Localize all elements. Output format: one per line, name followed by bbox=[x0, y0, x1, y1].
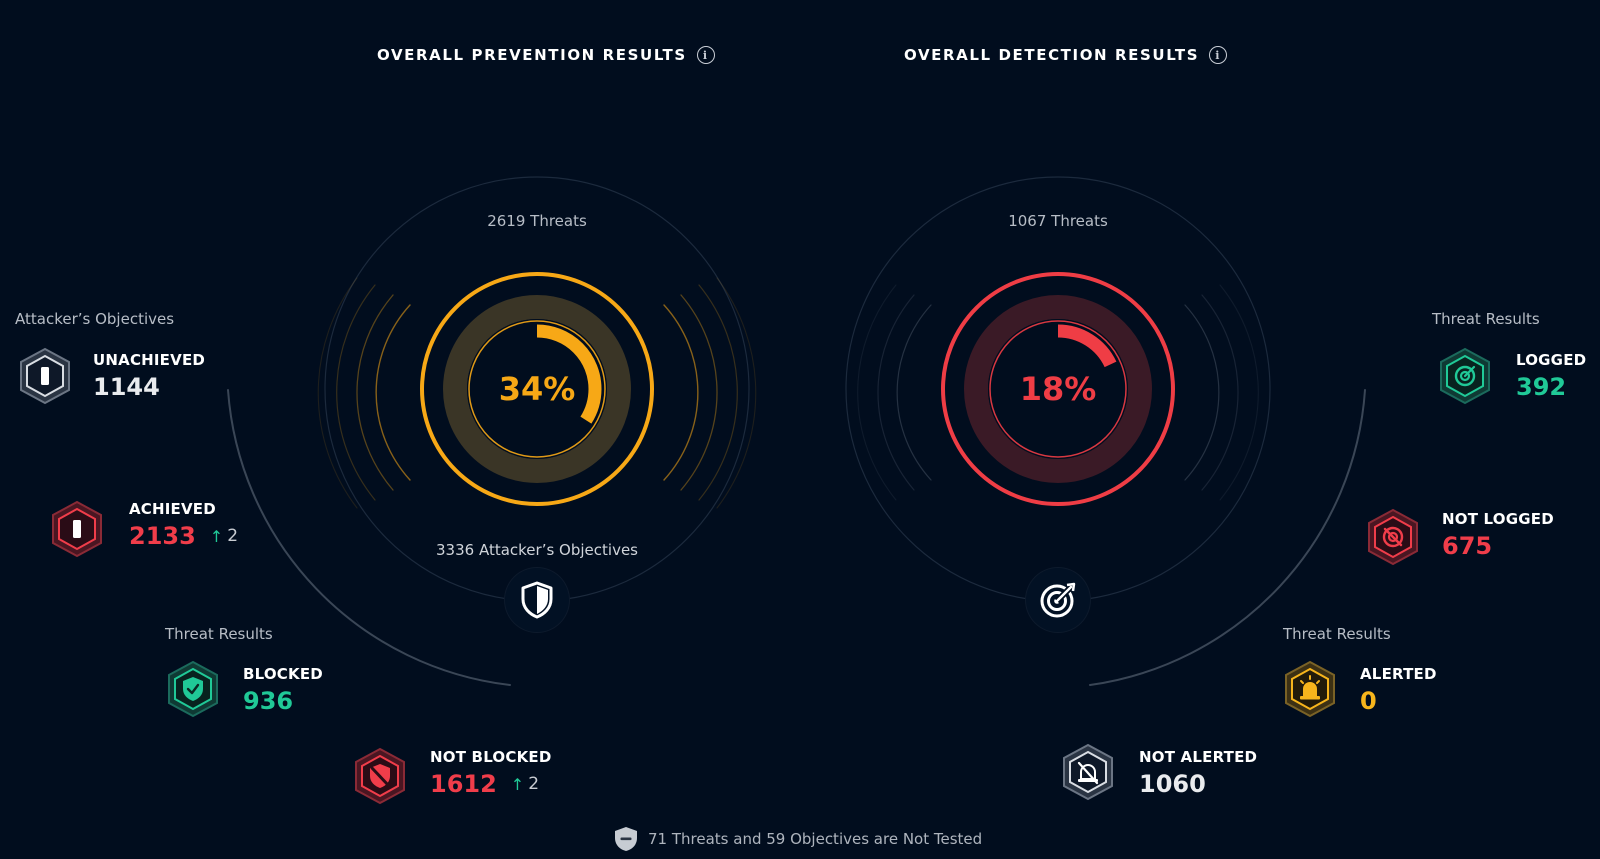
alerted-label: ALERTED bbox=[1360, 665, 1437, 683]
detection-gauge[interactable]: 18% bbox=[938, 269, 1178, 509]
not-blocked-hex-icon bbox=[355, 747, 405, 805]
prevention-threat-results-heading: Threat Results bbox=[165, 625, 273, 643]
logged-label: LOGGED bbox=[1516, 351, 1587, 369]
achieved-stat[interactable] bbox=[50, 500, 104, 562]
not-logged-value: 675 bbox=[1442, 532, 1493, 560]
not-logged-stat[interactable] bbox=[1366, 508, 1420, 570]
prevention-gauge[interactable]: 34% bbox=[417, 269, 657, 509]
prevention-center-badge bbox=[505, 568, 569, 632]
achieved-label: ACHIEVED bbox=[129, 500, 216, 518]
arrow-up-icon: ↑ bbox=[209, 526, 224, 546]
not-blocked-value: 1612 bbox=[430, 770, 497, 798]
prevention-info-icon[interactable]: i bbox=[696, 46, 715, 64]
achieved-delta: ↑ 2 bbox=[209, 526, 239, 546]
not-tested-text: 71 Threats and 59 Objectives are Not Tes… bbox=[648, 830, 983, 848]
unachieved-stat[interactable] bbox=[18, 347, 72, 409]
achieved-hex-icon bbox=[52, 500, 102, 558]
not-tested-footer[interactable]: 71 Threats and 59 Objectives are Not Tes… bbox=[614, 826, 982, 852]
logged-value: 392 bbox=[1516, 373, 1567, 401]
alerted-hex-icon bbox=[1285, 660, 1335, 718]
not-logged-label: NOT LOGGED bbox=[1442, 510, 1554, 528]
not-alerted-hex-icon bbox=[1063, 743, 1113, 801]
shield-icon bbox=[521, 581, 553, 619]
objectives-heading: Attacker’s Objectives bbox=[15, 310, 175, 328]
blocked-label: BLOCKED bbox=[243, 665, 323, 683]
not-blocked-label: NOT BLOCKED bbox=[430, 748, 552, 766]
achieved-value: 2133 bbox=[129, 522, 196, 550]
untested-shield-icon bbox=[615, 827, 637, 851]
alerted-stat[interactable] bbox=[1283, 660, 1337, 722]
arrow-up-icon: ↑ bbox=[510, 774, 525, 794]
target-icon bbox=[1040, 582, 1076, 618]
not-logged-hex-icon bbox=[1368, 508, 1418, 566]
prevention-percent: 34% bbox=[499, 370, 576, 408]
detection-progress-arc bbox=[993, 324, 1123, 454]
not-blocked-delta: ↑ 2 bbox=[510, 774, 540, 794]
detection-threat-results-heading-top: Threat Results bbox=[1432, 310, 1540, 328]
blocked-stat[interactable] bbox=[166, 660, 220, 722]
detection-threats-count: 1067 Threats bbox=[1008, 212, 1108, 230]
logged-hex-icon bbox=[1440, 347, 1490, 405]
alerted-value: 0 bbox=[1360, 687, 1377, 715]
detection-title: OVERALL DETECTION RESULTS i bbox=[904, 46, 1228, 64]
prevention-objectives-count: 3336 Attacker’s Objectives bbox=[436, 541, 638, 559]
blocked-hex-icon bbox=[168, 660, 218, 718]
prevention-threats-count: 2619 Threats bbox=[487, 212, 587, 230]
prevention-progress-arc bbox=[472, 324, 602, 454]
detection-center-badge bbox=[1026, 568, 1090, 632]
unachieved-value: 1144 bbox=[93, 373, 160, 401]
detection-percent: 18% bbox=[1020, 370, 1097, 408]
detection-threat-results-heading-bottom: Threat Results bbox=[1283, 625, 1391, 643]
detection-info-icon[interactable]: i bbox=[1209, 46, 1228, 64]
logged-stat[interactable] bbox=[1438, 347, 1492, 409]
not-blocked-stat[interactable] bbox=[353, 747, 407, 809]
blocked-value: 936 bbox=[243, 687, 294, 715]
not-alerted-value: 1060 bbox=[1139, 770, 1206, 798]
prevention-title: OVERALL PREVENTION RESULTS i bbox=[377, 46, 715, 64]
unachieved-hex-icon bbox=[20, 347, 70, 405]
not-alerted-label: NOT ALERTED bbox=[1139, 748, 1258, 766]
not-alerted-stat[interactable] bbox=[1061, 743, 1115, 805]
unachieved-label: UNACHIEVED bbox=[93, 351, 206, 369]
